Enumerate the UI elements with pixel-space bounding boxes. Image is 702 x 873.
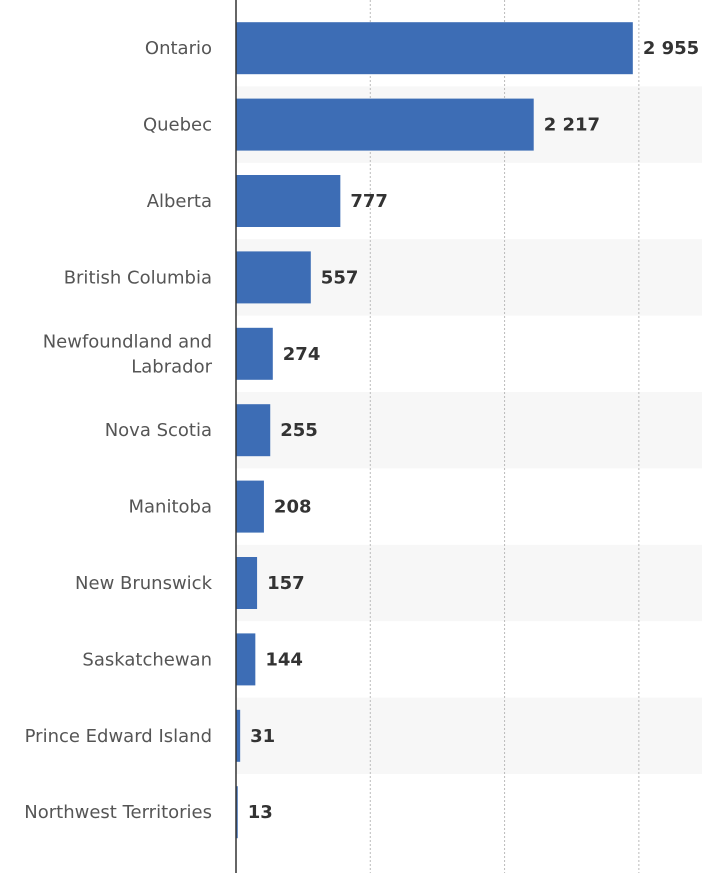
value-label-newfoundland-and-labrador: 274: [283, 344, 321, 365]
row-stripes: [236, 86, 702, 774]
bar-northwest-territories: [236, 786, 238, 839]
row-stripe: [236, 392, 702, 469]
value-labels: 2 955 2 217 777 557 274 255 208 157 144 31 13: [248, 38, 699, 823]
value-label-northwest-territories: 13: [248, 802, 273, 823]
value-label-prince-edward-island: 31: [250, 726, 275, 747]
category-label-saskatchewan: Saskatchewan: [82, 649, 212, 670]
bar-saskatchewan: [236, 633, 256, 686]
category-label-prince-edward-island: Prince Edward Island: [25, 726, 212, 747]
category-label-newfoundland-and-labrador: Newfoundland and Labrador: [43, 331, 213, 377]
bar-alberta: [236, 175, 341, 227]
bar-prince-edward-island: [236, 709, 241, 762]
bar-manitoba: [236, 480, 264, 533]
bar-newfoundland-and-labrador: [236, 327, 273, 380]
category-label-new-brunswick: New Brunswick: [75, 573, 213, 594]
value-label-quebec: 2 217: [544, 115, 600, 136]
value-label-british-columbia: 557: [321, 267, 359, 288]
category-label-northwest-territories: Northwest Territories: [24, 802, 212, 823]
value-label-ontario: 2 955: [643, 38, 699, 59]
bar-ontario: [236, 22, 633, 75]
category-label-british-columbia: British Columbia: [64, 267, 212, 288]
value-label-nova-scotia: 255: [280, 420, 318, 441]
row-stripe: [236, 544, 702, 622]
category-label-quebec: Quebec: [143, 115, 212, 136]
bar-new-brunswick: [236, 557, 258, 609]
category-label-nova-scotia: Nova Scotia: [105, 420, 212, 441]
category-labels: Ontario Quebec Alberta British Columbia Newf…: [24, 38, 212, 823]
value-label-new-brunswick: 157: [267, 573, 305, 594]
value-label-saskatchewan: 144: [265, 649, 303, 670]
bar-quebec: [236, 98, 534, 151]
bars: [236, 22, 633, 839]
bar-nova-scotia: [236, 404, 271, 457]
category-label-alberta: Alberta: [147, 191, 212, 212]
value-label-alberta: 777: [350, 191, 388, 212]
value-label-manitoba: 208: [274, 497, 312, 518]
row-stripe: [236, 239, 702, 316]
category-label-ontario: Ontario: [145, 38, 212, 59]
row-stripe: [236, 697, 702, 774]
category-label-manitoba: Manitoba: [129, 497, 213, 518]
bar-british-columbia: [236, 251, 311, 304]
